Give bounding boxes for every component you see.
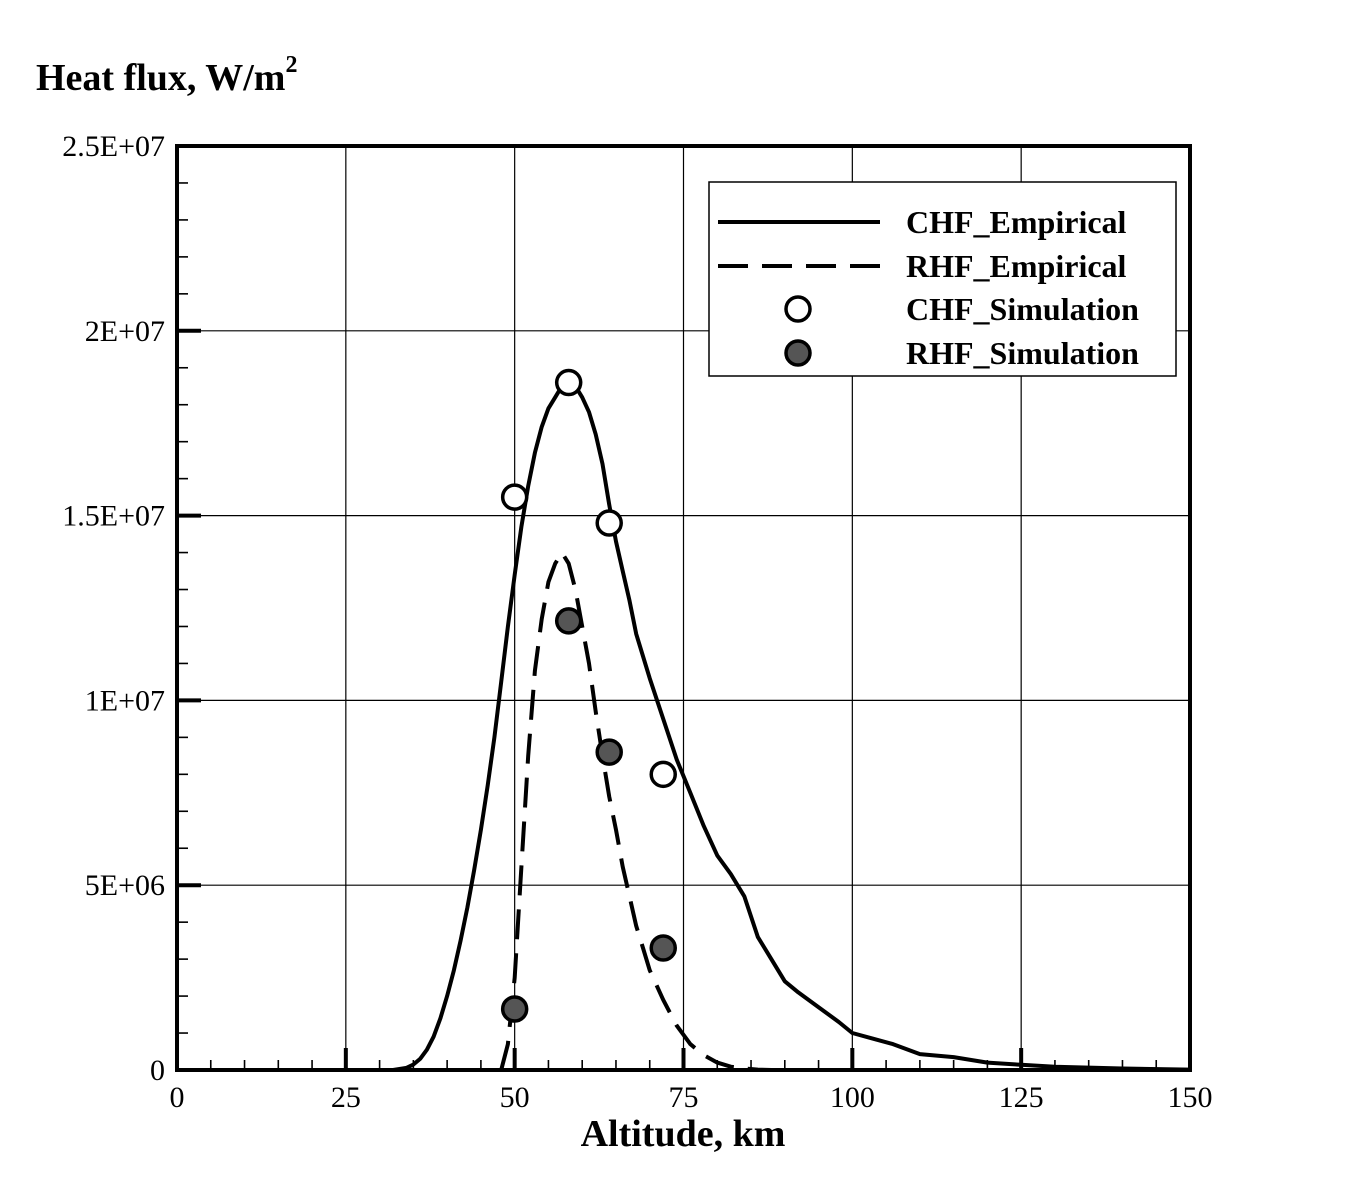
y-tick-label: 0 xyxy=(150,1054,165,1087)
legend-label-rhf-empirical: RHF_Empirical xyxy=(906,248,1127,284)
legend-label-chf-simulation: CHF_Simulation xyxy=(906,291,1139,327)
y-tick-label: 2E+07 xyxy=(85,315,165,348)
marker-rhf-simulation xyxy=(554,607,583,635)
y-tick-label: 1.5E+07 xyxy=(62,500,165,533)
marker-rhf-simulation xyxy=(649,934,677,962)
legend-swatch-chf-simulation xyxy=(784,295,812,323)
y-tick-label: 1E+07 xyxy=(85,684,165,717)
x-tick-label: 0 xyxy=(170,1081,185,1114)
y-axis-title-main: Heat flux, W/m xyxy=(36,57,285,99)
marker-chf-simulation xyxy=(500,483,529,511)
y-axis-title: Heat flux, W/m2 xyxy=(36,52,297,99)
marker-chf-simulation xyxy=(554,368,583,397)
x-tick-label: 100 xyxy=(830,1081,875,1114)
x-tick-label: 25 xyxy=(331,1081,361,1114)
plot-frame xyxy=(175,144,1192,1072)
y-tick-label: 2.5E+07 xyxy=(62,130,165,163)
series-line-chf-empirical xyxy=(177,380,1191,1072)
x-tick-label: 150 xyxy=(1168,1081,1213,1114)
marker-rhf-simulation xyxy=(500,995,529,1023)
x-tick-label: 125 xyxy=(999,1081,1044,1114)
legend-swatch-rhf-simulation xyxy=(784,339,812,367)
legend: CHF_Empirical RHF_Empirical CHF_Simulati… xyxy=(708,181,1177,377)
x-axis-title: Altitude, km xyxy=(581,1113,786,1155)
series-markers xyxy=(500,368,677,1023)
legend-label-rhf-simulation: RHF_Simulation xyxy=(906,335,1139,371)
x-tick-label: 75 xyxy=(669,1081,699,1114)
marker-rhf-simulation xyxy=(595,738,623,766)
legend-box xyxy=(708,181,1177,377)
series-lines xyxy=(177,380,1191,1072)
legend-label-chf-empirical: CHF_Empirical xyxy=(906,204,1127,240)
y-tick-labels: 0 5E+06 1E+07 1.5E+07 2E+07 2.5E+07 xyxy=(62,130,165,1087)
series-line-rhf-empirical xyxy=(499,550,772,1072)
marker-chf-simulation xyxy=(595,509,623,537)
x-tick-labels: 0 25 50 75 100 125 150 xyxy=(170,1081,1213,1114)
marker-chf-simulation xyxy=(649,760,677,789)
y-tick-label: 5E+06 xyxy=(85,869,165,902)
y-axis-title-superscript: 2 xyxy=(285,52,297,78)
x-tick-label: 50 xyxy=(500,1081,530,1114)
